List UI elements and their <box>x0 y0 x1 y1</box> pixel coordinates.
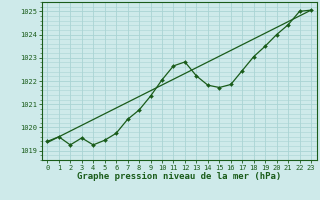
X-axis label: Graphe pression niveau de la mer (hPa): Graphe pression niveau de la mer (hPa) <box>77 172 281 181</box>
